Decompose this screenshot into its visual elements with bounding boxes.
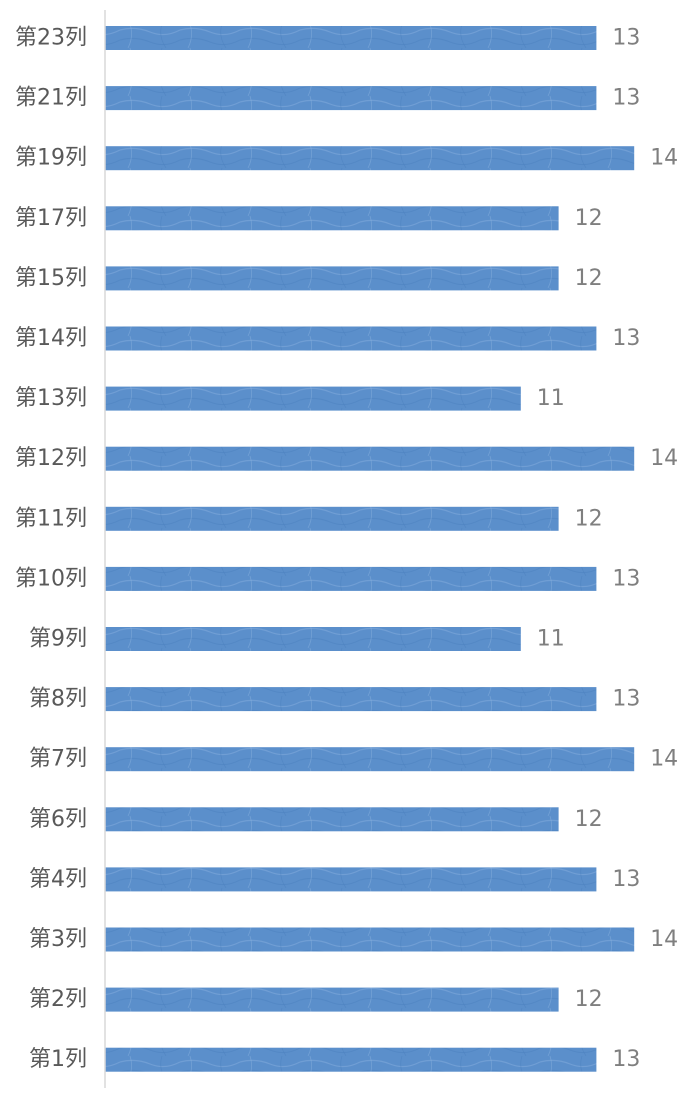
category-tick-label: 第9列 — [29, 627, 87, 652]
bar — [105, 446, 635, 471]
bar — [105, 326, 597, 351]
category-tick-label: 第21列 — [15, 86, 87, 111]
category-tick-label: 第17列 — [15, 206, 87, 231]
bar — [105, 807, 559, 832]
bar — [105, 747, 635, 772]
category-tick-label: 第2列 — [29, 987, 87, 1012]
data-label: 13 — [612, 687, 640, 712]
category-tick-label: 第6列 — [29, 807, 87, 832]
data-label: 11 — [537, 386, 565, 411]
data-label: 14 — [650, 146, 678, 171]
bars-layer — [105, 26, 635, 1072]
bar — [105, 687, 597, 712]
category-tick-label: 第1列 — [29, 1047, 87, 1072]
bar — [105, 627, 521, 651]
data-label: 12 — [575, 206, 603, 231]
category-tick-label: 第11列 — [15, 506, 87, 531]
category-tick-label: 第3列 — [29, 927, 87, 952]
data-label: 13 — [612, 867, 640, 892]
value-labels: 13 13 14 12 12 13 11 14 12 13 11 13 14 12 13 14 12 13 — [537, 26, 678, 1073]
category-tick-label: 第23列 — [15, 26, 87, 51]
bar — [105, 146, 635, 171]
bar — [105, 987, 559, 1012]
data-label: 13 — [612, 1047, 640, 1072]
bar — [105, 506, 559, 531]
category-tick-label: 第13列 — [15, 386, 87, 411]
category-tick-label: 第7列 — [29, 747, 87, 772]
category-labels: 第23列第21列第19列第17列第15列第14列第13列第12列第11列第10列… — [15, 26, 87, 1073]
category-tick-label: 第19列 — [15, 146, 87, 171]
data-label: 14 — [650, 747, 678, 772]
data-label: 14 — [650, 446, 678, 471]
data-label: 14 — [650, 927, 678, 952]
category-tick-label: 第12列 — [15, 446, 87, 471]
data-label: 13 — [612, 86, 640, 111]
bar — [105, 927, 635, 952]
category-tick-label: 第14列 — [15, 326, 87, 351]
bar — [105, 566, 597, 591]
category-tick-label: 第8列 — [29, 687, 87, 712]
data-label: 12 — [575, 266, 603, 291]
data-label: 11 — [537, 627, 565, 652]
bar — [105, 26, 597, 50]
data-label: 12 — [575, 807, 603, 832]
data-label: 13 — [612, 26, 640, 51]
bar — [105, 386, 521, 411]
category-tick-label: 第4列 — [29, 867, 87, 892]
data-label: 13 — [612, 326, 640, 351]
bar — [105, 1047, 597, 1072]
category-tick-label: 第15列 — [15, 266, 87, 291]
data-label: 13 — [612, 566, 640, 591]
bar — [105, 86, 597, 111]
data-label: 12 — [575, 987, 603, 1012]
bar — [105, 266, 559, 291]
bar — [105, 867, 597, 892]
category-tick-label: 第10列 — [15, 566, 87, 591]
bar — [105, 206, 559, 231]
data-label: 12 — [575, 506, 603, 531]
